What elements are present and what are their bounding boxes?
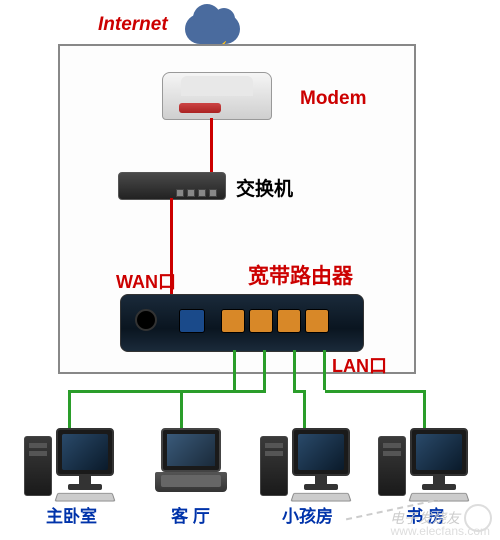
room-label: 小孩房 (260, 502, 355, 527)
connection-modem-switch (210, 118, 213, 174)
connection-lan (325, 390, 425, 393)
wan-port-label: WAN口 (116, 268, 176, 294)
connection-lan (323, 350, 326, 390)
connection-lan (263, 350, 266, 390)
switch-device (118, 172, 226, 200)
room-label: 主卧室 (24, 502, 119, 527)
router-label: 宽带路由器 (248, 260, 353, 290)
computer-living-room: 客 厅 (143, 428, 238, 527)
connection-lan (423, 390, 426, 432)
lan-port-label: LAN口 (332, 352, 387, 378)
watermark-url: www.elecfans.com (391, 524, 490, 538)
computer-kids-room: 小孩房 (260, 428, 355, 527)
lan-port-icon (305, 309, 329, 333)
connection-lan (233, 350, 236, 390)
wan-port-icon (179, 309, 205, 333)
connection-lan (68, 390, 71, 432)
lan-port-icon (221, 309, 245, 333)
lan-port-icon (277, 309, 301, 333)
lan-ports-group (221, 309, 329, 333)
connection-lan (180, 390, 266, 393)
lan-port-icon (249, 309, 273, 333)
switch-label: 交换机 (236, 174, 293, 201)
network-diagram: Internet ⚡ Modem 交换机 WAN口 宽带路由器 LAN口 (0, 0, 500, 540)
modem-label: Modem (300, 88, 367, 110)
modem-device (162, 72, 272, 120)
room-label: 客 厅 (143, 502, 238, 527)
connection-lan (180, 390, 183, 432)
connection-lan (303, 390, 306, 432)
computer-master-bedroom: 主卧室 (24, 428, 119, 527)
power-port-icon (135, 309, 157, 331)
internet-label: Internet (98, 14, 168, 36)
connection-lan (293, 350, 296, 390)
router-device (120, 294, 364, 352)
